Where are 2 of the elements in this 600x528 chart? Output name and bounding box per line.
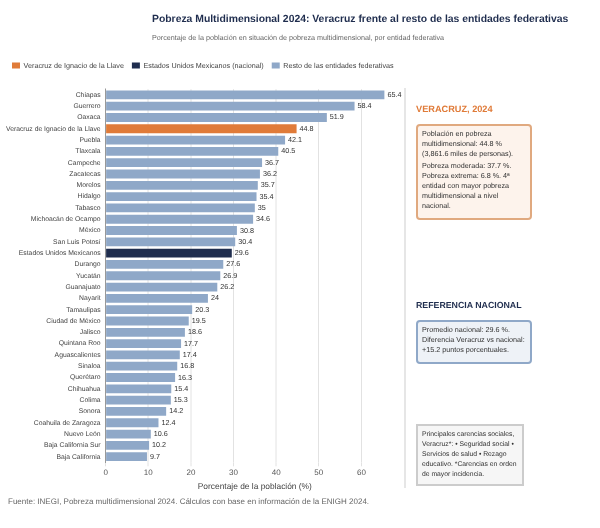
bar bbox=[106, 248, 232, 258]
bar bbox=[106, 124, 297, 134]
